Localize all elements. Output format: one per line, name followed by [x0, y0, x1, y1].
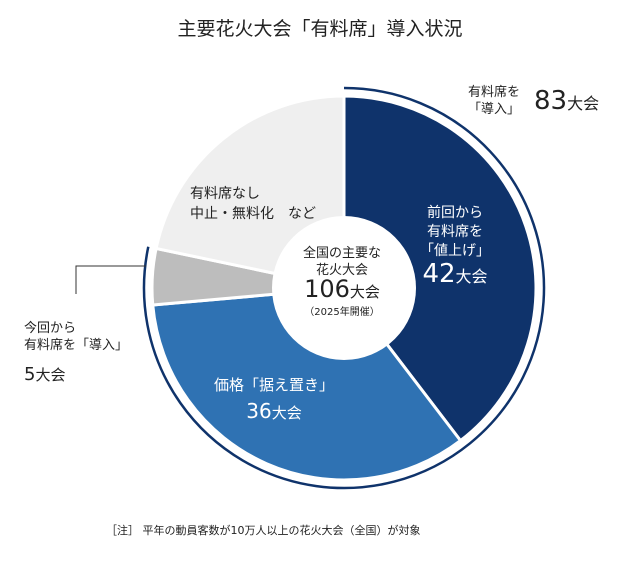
slice-1	[151, 286, 463, 482]
bracket-label-line: 有料席を	[468, 85, 521, 100]
bracket-label: 有料席を 「導入」	[468, 84, 520, 118]
bracket-value: 83大会	[534, 86, 599, 116]
bracket-arc	[142, 86, 546, 490]
value: 42	[422, 259, 456, 289]
unit: 大会	[35, 366, 66, 384]
label-keep: 価格「据え置き」 36大会	[214, 374, 334, 424]
bracket-number: 83	[534, 86, 568, 116]
leader-line	[75, 265, 146, 294]
bracket-label-line: 「導入」	[468, 102, 521, 117]
total-unit: 大会	[349, 283, 380, 301]
label-line: 前回から	[427, 205, 483, 221]
bracket-unit: 大会	[567, 94, 600, 113]
unit: 大会	[455, 267, 488, 286]
slice-0	[342, 94, 538, 443]
center-line: 全国の主要な	[302, 246, 381, 261]
center-note: （2025年開催）	[304, 307, 380, 318]
label-line: 有料席を	[427, 224, 483, 240]
footnote: ［注］ 平年の動員客数が10万人以上の花火大会（全国）が対象	[106, 524, 421, 537]
label-line: 有料席を「導入」	[24, 338, 129, 353]
total-value: 106	[304, 275, 350, 303]
unit: 大会	[271, 404, 302, 422]
donut-hole	[272, 216, 416, 360]
center-label: 全国の主要な 花火大会 106大会 （2025年開催）	[272, 245, 412, 321]
label-raise: 前回から 有料席を 「値上げ」 42大会	[420, 204, 490, 288]
label-new: 今回から 有料席を「導入」 5大会	[24, 320, 128, 385]
label-line: 有料席なし	[190, 186, 260, 202]
chart-title: 主要花火大会「有料席」導入状況	[177, 18, 463, 40]
label-none: 有料席なし 中止・無料化 など	[190, 184, 316, 224]
value: 36	[246, 399, 272, 423]
label-line: 「値上げ」	[420, 243, 490, 259]
label-line: 中止・無料化 など	[190, 206, 316, 222]
value: 5	[24, 364, 36, 385]
center-line: 花火大会	[315, 263, 368, 278]
label-line: 今回から	[24, 321, 77, 336]
label-line: 価格「据え置き」	[214, 376, 335, 394]
